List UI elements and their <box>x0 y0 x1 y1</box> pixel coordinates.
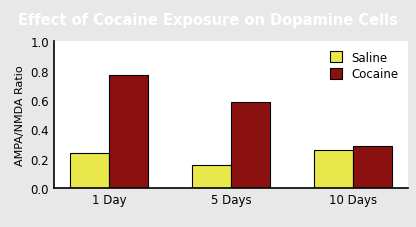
Text: Effect of Cocaine Exposure on Dopamine Cells: Effect of Cocaine Exposure on Dopamine C… <box>18 12 398 27</box>
Y-axis label: AMPA/NMDA Ratio: AMPA/NMDA Ratio <box>15 65 25 165</box>
Bar <box>192 166 231 188</box>
Bar <box>231 103 270 188</box>
Legend: Saline, Cocaine: Saline, Cocaine <box>326 48 402 84</box>
Bar <box>314 150 353 188</box>
Bar <box>70 153 109 188</box>
Bar <box>109 76 148 188</box>
Bar <box>353 147 391 188</box>
